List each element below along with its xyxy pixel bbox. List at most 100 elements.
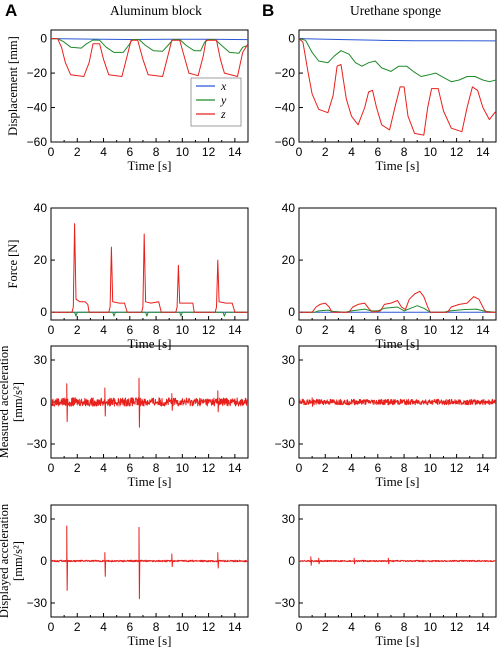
disp-aluminum-ytick-label: −20 (27, 66, 48, 80)
disp-aluminum-legend-box (190, 77, 242, 127)
dispacc-urethane-plot-area (299, 556, 496, 566)
dispacc-urethane-xtick-label: 8 (401, 620, 408, 634)
measacc-aluminum-ytick-label: 0 (40, 395, 47, 409)
force-urethane-ytick-label: 0 (288, 305, 295, 319)
disp-aluminum-ytick-label: −40 (27, 101, 48, 115)
dispacc-aluminum-xlabel: Time [s] (128, 633, 172, 648)
disp-aluminum-series-x (51, 38, 248, 41)
disp-aluminum-series-z (51, 38, 248, 77)
disp-urethane-plot-area (299, 38, 496, 136)
measacc-aluminum-xtick-label: 12 (202, 461, 216, 475)
dispacc-aluminum-ylabel-line: [mm/s²] (11, 541, 25, 581)
disp-urethane-series-x (299, 38, 496, 42)
disp-urethane-series-z (299, 38, 496, 136)
disp-urethane-ytick-label: 0 (288, 32, 295, 46)
dispacc-aluminum-xtick-label: 0 (48, 620, 55, 634)
measacc-urethane-series-z (299, 397, 496, 407)
dispacc-urethane-xlabel: Time [s] (376, 633, 420, 648)
measacc-aluminum-xtick-label: 6 (126, 461, 133, 475)
dispacc-urethane-xtick-label: 2 (322, 620, 329, 634)
panel-letter-a: A (5, 1, 17, 20)
measacc-urethane-ytick-label: −30 (275, 437, 296, 451)
dispacc-aluminum-ytick-label: −30 (27, 596, 48, 610)
force-aluminum-xtick-label: 12 (202, 323, 216, 337)
measacc-urethane-xtick-label: 0 (296, 461, 303, 475)
force-urethane-plot-area (299, 290, 496, 313)
measacc-aluminum-ylabel-line: [mm/s²] (11, 382, 25, 422)
disp-aluminum-plot-area (51, 38, 248, 77)
force-urethane-xtick-label: 14 (476, 323, 490, 337)
dispacc-urethane-xtick-label: 12 (450, 620, 464, 634)
disp-aluminum-legend-label-y: y (220, 93, 227, 107)
disp-urethane-xtick-label: 10 (424, 145, 438, 159)
disp-urethane-xtick-label: 12 (450, 145, 464, 159)
measacc-aluminum-xtick-label: 14 (228, 461, 242, 475)
force-urethane-ytick-label: 20 (282, 253, 296, 267)
disp-urethane-xtick-label: 4 (348, 145, 355, 159)
disp-urethane-xtick-label: 14 (476, 145, 490, 159)
measacc-aluminum-xtick-label: 4 (100, 461, 107, 475)
force-aluminum-xtick-label: 14 (228, 323, 242, 337)
disp-aluminum-xtick-label: 6 (126, 145, 133, 159)
dispacc-aluminum-xtick-label: 8 (153, 620, 160, 634)
disp-aluminum-xtick-label: 0 (48, 145, 55, 159)
force-aluminum-group: 0 2 4 6 8 10 12 14 0 20 40 Time [s] Force [N] (6, 201, 249, 351)
force-aluminum-frame (50, 207, 249, 321)
dispacc-aluminum-ytick-label: 0 (40, 554, 47, 568)
disp-aluminum-xtick-label: 14 (228, 145, 242, 159)
disp-aluminum-xtick-label: 2 (74, 145, 81, 159)
force-urethane-xlabel: Time [s] (376, 336, 420, 351)
disp-urethane-xtick-label: 6 (374, 145, 381, 159)
dispacc-urethane-xtick-label: 10 (424, 620, 438, 634)
force-aluminum-xtick-label: 4 (100, 323, 107, 337)
disp-aluminum-xtick-label: 4 (100, 145, 107, 159)
disp-aluminum-xtick-label: 12 (202, 145, 216, 159)
disp-aluminum-legend-label-x: x (220, 79, 227, 93)
measacc-urethane-xlabel: Time [s] (376, 474, 420, 489)
disp-urethane-ytick-label: −40 (275, 101, 296, 115)
dispacc-urethane-ytick-label: 0 (288, 554, 295, 568)
dispacc-aluminum-ylabel-line: Displayed acceleration (0, 503, 11, 618)
disp-urethane-xtick-label: 8 (401, 145, 408, 159)
disp-aluminum-ylabel-line: Displacement [mm] (6, 36, 20, 136)
force-urethane-xtick-label: 0 (296, 323, 303, 337)
dispacc-aluminum-xtick-label: 12 (202, 620, 216, 634)
disp-urethane-series-y (299, 38, 496, 83)
disp-urethane-xlabel: Time [s] (376, 158, 420, 173)
disp-aluminum-xtick-label: 8 (153, 145, 160, 159)
force-urethane-xtick-label: 6 (374, 323, 381, 337)
force-aluminum-xtick-label: 10 (176, 323, 190, 337)
force-urethane-series-z (299, 290, 496, 313)
measacc-urethane-ytick-label: 0 (288, 395, 295, 409)
force-aluminum-ylabel-line: Force [N] (6, 240, 20, 289)
force-urethane-xtick-label: 12 (450, 323, 464, 337)
measacc-urethane-xtick-label: 6 (374, 461, 381, 475)
dispacc-urethane-ytick-label: −30 (275, 596, 296, 610)
disp-urethane-xtick-label: 0 (296, 145, 303, 159)
disp-urethane-frame (298, 29, 497, 143)
disp-aluminum-xlabel: Time [s] (128, 158, 172, 173)
dispacc-urethane-xtick-label: 6 (374, 620, 381, 634)
force-aluminum-plot-area (51, 223, 248, 317)
dispacc-urethane-xtick-label: 14 (476, 620, 490, 634)
force-urethane-xtick-label: 4 (348, 323, 355, 337)
disp-aluminum-xtick-label: 10 (176, 145, 190, 159)
dispacc-aluminum-xtick-label: 10 (176, 620, 190, 634)
measacc-aluminum-ylabel-line: Measured acceleration (0, 345, 11, 459)
dispacc-urethane-xtick-label: 4 (348, 620, 355, 634)
disp-aluminum-frame (50, 29, 249, 143)
dispacc-aluminum-xtick-label: 4 (100, 620, 107, 634)
force-aluminum-series-y (51, 311, 248, 317)
force-aluminum-xtick-label: 6 (126, 323, 133, 337)
measacc-urethane-plot-area (299, 397, 496, 407)
measacc-aluminum-plot-area (51, 377, 248, 428)
force-urethane-ytick-label: 40 (282, 201, 296, 215)
force-aluminum-xtick-label: 2 (74, 323, 81, 337)
column-title-aluminum: Aluminum block (110, 3, 202, 18)
column-title-urethane: Urethane sponge (350, 3, 441, 18)
disp-urethane-ytick-label: −60 (275, 135, 296, 149)
charts-layer: 0 2 4 6 8 10 12 14 0 −20 −40 −60 Time [s] Displacemen… (0, 29, 497, 648)
